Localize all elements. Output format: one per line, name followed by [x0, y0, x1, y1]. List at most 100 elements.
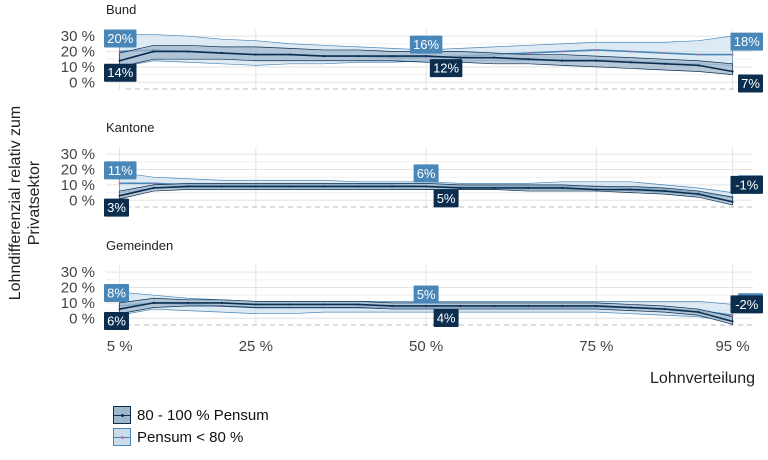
point-full [459, 186, 462, 190]
point-full [356, 185, 360, 188]
value-label-box [413, 285, 439, 304]
point-full [288, 53, 291, 56]
point-full [561, 186, 564, 190]
legend-label-full: 80 - 100 % Pensum [137, 406, 269, 424]
value-label-part: 11% [104, 161, 137, 180]
value-label-full: 12% [429, 59, 463, 78]
value-label-full: 14% [104, 63, 137, 82]
point-full [356, 303, 360, 306]
value-label-box [433, 308, 459, 327]
legend-key-full [113, 406, 131, 424]
value-label-box [730, 32, 763, 51]
point-full [697, 64, 700, 67]
point-full [118, 59, 121, 62]
y-tick-label: 30 % [61, 146, 95, 163]
point-full [152, 50, 155, 53]
value-label-box [730, 295, 763, 314]
legend-item-part: Pensum < 80 % [113, 426, 269, 448]
panel-title: Bund [106, 2, 136, 17]
x-tick-label: 25 % [239, 338, 273, 355]
point-full [152, 186, 155, 190]
value-label-text: 11% [108, 163, 133, 178]
legend-key-part [113, 428, 131, 446]
point-part [527, 51, 530, 55]
value-label-box [433, 189, 459, 208]
x-axis: 5 % 25 % 50 % 75 % 95 % [107, 338, 750, 355]
point-full [561, 304, 564, 308]
y-tick-label: 10 % [61, 177, 95, 194]
point-full [697, 193, 700, 196]
y-tick-label: 20 % [61, 279, 95, 296]
x-axis-title: Lohnverteilung [650, 370, 755, 387]
value-label-box [409, 35, 443, 54]
point-full [220, 301, 223, 304]
point-full [390, 185, 394, 188]
point-full [356, 55, 360, 58]
point-full [493, 186, 496, 190]
value-label-full: 5% [433, 189, 459, 208]
point-full [322, 55, 326, 58]
point-full [254, 53, 257, 56]
value-label-text: 14% [107, 65, 133, 80]
value-label-text: 4% [437, 310, 456, 325]
point-full [322, 185, 326, 188]
value-label-text: 18% [734, 34, 760, 49]
point-full [254, 185, 257, 188]
value-label-text: 16% [413, 37, 439, 52]
point-full [493, 56, 496, 59]
y-axis-title-line2: Privatsektor [26, 160, 43, 245]
point-full [118, 194, 121, 197]
value-label-part: 5% [413, 285, 439, 304]
y-axis-title-line1: Lohndifferenzial relativ zum [7, 106, 24, 300]
point-part [118, 182, 121, 185]
point-full [527, 58, 530, 61]
value-label-text: 6% [107, 314, 126, 329]
value-label-text: 6% [417, 166, 436, 181]
y-tick-label: 20 % [61, 43, 95, 60]
panel-title: Kantone [106, 120, 154, 135]
value-label-full: 4% [433, 308, 459, 327]
point-part [561, 50, 564, 53]
value-label-text: 5% [437, 191, 456, 206]
y-tick-label: 0 % [69, 310, 95, 327]
y-tick-label: 30 % [61, 28, 95, 45]
point-full [459, 304, 462, 308]
point-full [663, 62, 666, 65]
point-part [731, 53, 734, 56]
value-label-text: -1% [735, 177, 759, 192]
point-full [220, 51, 223, 55]
value-label-text: 12% [433, 61, 459, 76]
point-full [663, 307, 666, 311]
point-part [118, 50, 121, 53]
value-label-box [429, 59, 463, 78]
legend-label-part: Pensum < 80 % [137, 428, 244, 446]
value-label-box [104, 63, 137, 82]
x-tick-label: 95 % [715, 338, 749, 355]
point-full [186, 50, 189, 53]
value-label-full: 6% [104, 312, 129, 331]
point-part [152, 182, 155, 185]
point-full [493, 304, 496, 308]
value-label-box [104, 283, 129, 302]
point-full [424, 185, 428, 188]
point-full [561, 59, 564, 62]
point-part [731, 314, 734, 317]
point-full [527, 304, 530, 308]
value-label-full: -2% [730, 295, 763, 314]
point-full [459, 56, 462, 59]
point-full [595, 304, 598, 308]
value-label-box [730, 175, 763, 194]
value-label-text: 3% [107, 200, 126, 215]
value-label-full: -1% [730, 175, 763, 194]
value-label-full: 7% [738, 74, 763, 93]
point-full [629, 188, 632, 191]
point-full [527, 186, 530, 190]
point-full [424, 55, 428, 58]
value-label-text: 5% [417, 287, 436, 302]
point-full [663, 189, 666, 193]
x-tick-label: 75 % [579, 338, 613, 355]
